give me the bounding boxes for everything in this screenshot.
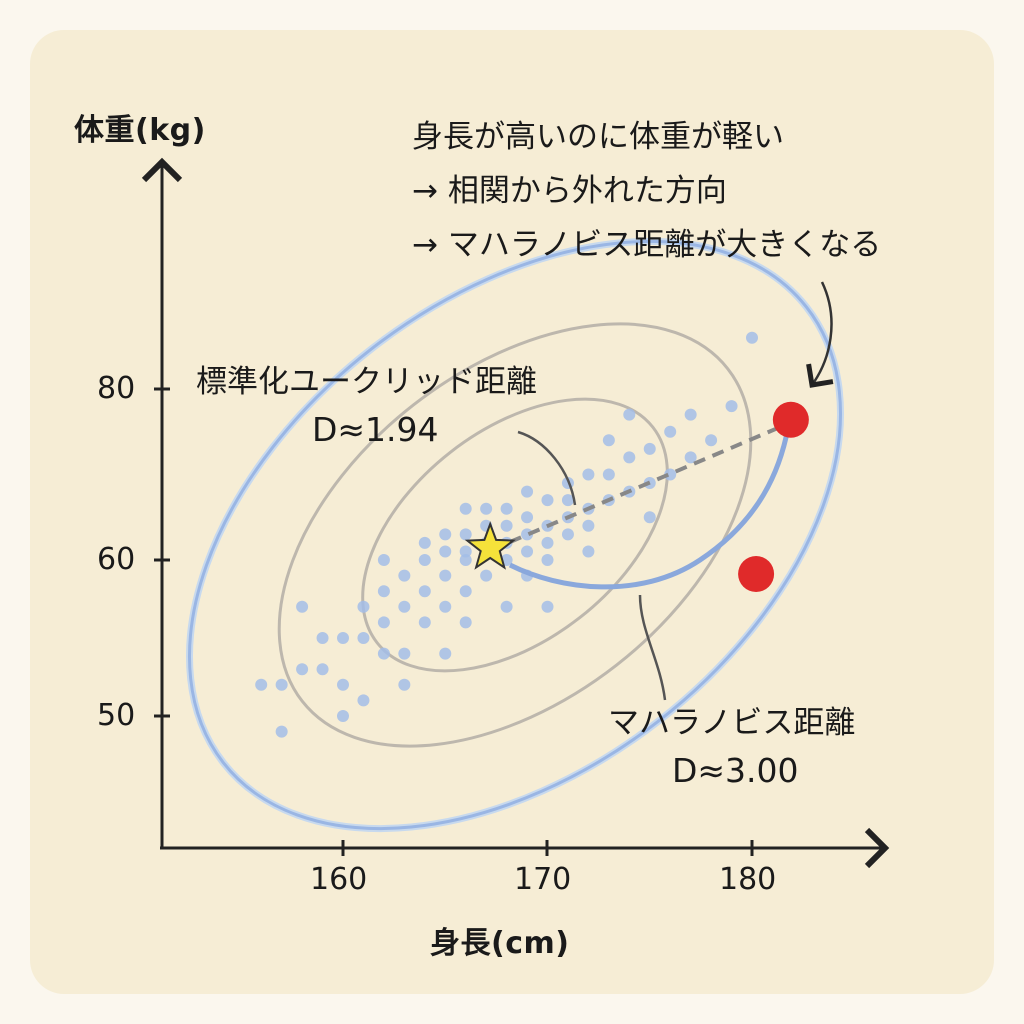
data-point <box>541 536 554 549</box>
data-point <box>439 545 452 558</box>
data-point <box>418 616 431 629</box>
data-point <box>275 678 288 691</box>
data-point <box>500 600 513 613</box>
outlier-point <box>772 401 809 438</box>
data-point <box>377 647 390 660</box>
data-point <box>357 600 370 613</box>
data-point <box>561 494 574 507</box>
y-tick-label: 60 <box>97 542 136 577</box>
data-point <box>398 600 411 613</box>
data-point <box>664 468 677 481</box>
x-axis-label: 身長(cm) <box>430 926 570 961</box>
mahal-value: D≈3.00 <box>672 751 799 790</box>
data-point <box>521 511 534 524</box>
data-point <box>439 647 452 660</box>
data-point <box>541 494 554 507</box>
ellipse-inner <box>361 397 669 673</box>
data-point <box>459 616 472 629</box>
note-arrow <box>806 281 834 388</box>
outlier-point <box>738 556 775 593</box>
data-point <box>255 678 268 691</box>
data-point <box>398 678 411 691</box>
data-point <box>684 408 697 421</box>
note-line-3: → マハラノビス距離が大きくなる <box>412 227 882 263</box>
x-tick-label: 180 <box>719 862 777 897</box>
data-point <box>500 519 513 532</box>
data-point <box>643 442 656 455</box>
note-line-2: → 相関から外れた方向 <box>412 173 727 209</box>
mahalanobis-curve <box>508 427 791 590</box>
data-point <box>582 545 595 558</box>
note-line-1: 身長が高いのに体重が軽い <box>412 119 784 155</box>
data-point <box>664 425 677 438</box>
data-point <box>643 511 656 524</box>
data-point <box>377 616 390 629</box>
data-point <box>500 502 513 515</box>
data-point <box>296 600 309 613</box>
data-point <box>377 585 390 598</box>
data-point <box>684 451 697 464</box>
data-point <box>337 632 349 644</box>
data-point <box>357 632 370 644</box>
mahal-title: マハラノビス距離 <box>608 705 856 741</box>
data-point <box>316 663 329 676</box>
data-point <box>439 569 452 582</box>
data-point <box>725 400 738 413</box>
data-point <box>541 554 554 566</box>
y-tick-label: 80 <box>97 371 136 406</box>
data-point <box>521 485 534 498</box>
data-point <box>418 585 431 598</box>
data-point <box>296 663 309 676</box>
euclid-leader-line <box>517 430 577 506</box>
data-point <box>623 408 636 421</box>
data-point <box>418 536 431 549</box>
y-axis-label: 体重(kg) <box>74 113 206 148</box>
data-point <box>357 694 370 707</box>
data-point <box>582 519 595 532</box>
chart-card <box>30 30 994 994</box>
data-point <box>582 468 595 481</box>
euclid-dashed-line <box>509 423 786 544</box>
ellipse-middle <box>277 322 753 748</box>
data-point <box>623 451 636 464</box>
data-point <box>398 569 411 582</box>
data-point <box>459 585 472 598</box>
data-point <box>439 528 452 541</box>
data-point <box>377 554 390 566</box>
data-point <box>337 710 349 722</box>
data-point <box>459 528 472 541</box>
data-point <box>439 600 452 613</box>
data-point <box>459 554 472 566</box>
data-point <box>746 331 758 344</box>
data-point <box>316 632 329 644</box>
data-point <box>337 678 349 691</box>
data-point <box>398 647 411 660</box>
data-point <box>521 545 534 558</box>
data-point <box>561 528 574 541</box>
data-point <box>480 569 493 582</box>
x-tick-label: 160 <box>310 862 368 897</box>
mean-star-marker <box>464 521 516 570</box>
data-point <box>705 434 718 447</box>
data-point <box>602 434 615 447</box>
data-point <box>418 554 431 566</box>
data-point <box>602 468 615 481</box>
data-point <box>275 725 288 738</box>
data-point <box>459 502 472 515</box>
data-point <box>459 545 472 558</box>
euclid-value: D≈1.94 <box>312 410 439 449</box>
data-point <box>541 600 554 613</box>
mahal-leader-line <box>638 594 667 701</box>
x-tick-label: 170 <box>514 862 572 897</box>
y-tick-label: 50 <box>97 698 136 733</box>
data-point <box>480 502 493 515</box>
euclid-title: 標準化ユークリッド距離 <box>196 364 537 400</box>
